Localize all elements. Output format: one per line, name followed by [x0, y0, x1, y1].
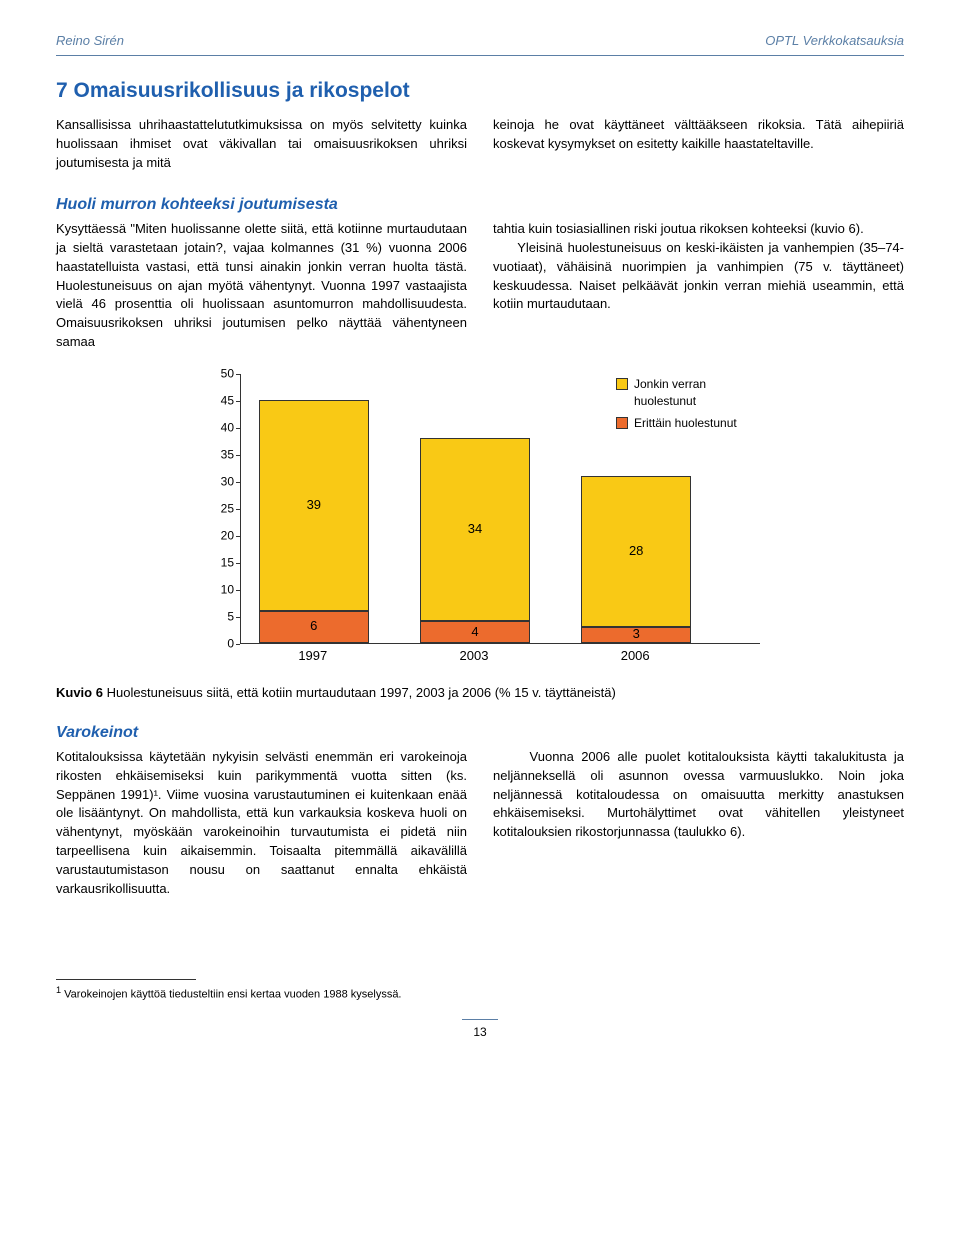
- chart-ytick-label: 30: [200, 473, 234, 490]
- chart-xlabel: 1997: [258, 647, 368, 666]
- footnote-rule: [56, 979, 196, 980]
- chart-ytick-mark: [236, 563, 240, 564]
- legend-label: Jonkin verran huolestunut: [634, 376, 754, 411]
- legend-label: Erittäin huolestunut: [634, 415, 737, 432]
- footnote-text: Varokeinojen käyttöä tiedusteltiin ensi …: [64, 988, 401, 1000]
- chart-xlabel: 2006: [580, 647, 690, 666]
- intro-columns: Kansallisissa uhrihaastattelututkimuksis…: [56, 116, 904, 173]
- sub2-left: Kotitalouksissa käytetään nykyisin selvä…: [56, 748, 467, 899]
- page-header: Reino Sirén OPTL Verkkokatsauksia: [56, 32, 904, 56]
- chart-ytick-label: 25: [200, 500, 234, 517]
- chart-bar-segment: 6: [259, 611, 369, 643]
- caption-label: Kuvio 6: [56, 685, 103, 700]
- chart-caption: Kuvio 6 Huolestuneisuus siitä, että koti…: [56, 684, 904, 703]
- legend-row: Jonkin verran huolestunut: [616, 376, 754, 411]
- intro-left: Kansallisissa uhrihaastattelututkimuksis…: [56, 116, 467, 173]
- subheading-varokeinot: Varokeinot: [56, 721, 904, 744]
- chart-ytick-mark: [236, 482, 240, 483]
- chart-ytick-mark: [236, 536, 240, 537]
- chart-ytick-mark: [236, 617, 240, 618]
- chart-ytick-mark: [236, 428, 240, 429]
- chart-ytick-mark: [236, 401, 240, 402]
- chart-ytick-label: 35: [200, 446, 234, 463]
- sub2-columns: Kotitalouksissa käytetään nykyisin selvä…: [56, 748, 904, 899]
- chart-ytick-label: 40: [200, 419, 234, 436]
- footnote-marker: 1: [56, 985, 61, 995]
- legend-swatch: [616, 417, 628, 429]
- chart-bar-segment: 34: [420, 438, 530, 622]
- caption-text: Huolestuneisuus siitä, että kotiin murta…: [107, 685, 616, 700]
- intro-right: keinoja he ovat käyttäneet välttääkseen …: [493, 116, 904, 154]
- chart-ytick-mark: [236, 590, 240, 591]
- chart-ytick-mark: [236, 644, 240, 645]
- chart-bar-segment: 39: [259, 400, 369, 611]
- legend-swatch: [616, 378, 628, 390]
- chart-legend: Jonkin verran huolestunut Erittäin huoles…: [616, 376, 754, 436]
- chart-ytick-mark: [236, 509, 240, 510]
- header-author: Reino Sirén: [56, 32, 124, 51]
- chart-ytick-label: 20: [200, 527, 234, 544]
- chart-ytick-mark: [236, 455, 240, 456]
- chart-ytick-label: 50: [200, 365, 234, 382]
- chart-bar-segment: 28: [581, 476, 691, 627]
- chart-xlabel: 2003: [419, 647, 529, 666]
- chart-ytick-label: 10: [200, 581, 234, 598]
- chart-ytick-mark: [236, 374, 240, 375]
- footnote: 1 Varokeinojen käyttöä tiedusteltiin ens…: [56, 984, 904, 1004]
- chart-ytick-label: 45: [200, 392, 234, 409]
- sub1-columns: Kysyttäessä "Miten huolissanne olette si…: [56, 220, 904, 352]
- subheading-huoli: Huoli murron kohteeksi joutumisesta: [56, 193, 904, 216]
- header-publication: OPTL Verkkokatsauksia: [765, 32, 904, 51]
- sub1-left: Kysyttäessä "Miten huolissanne olette si…: [56, 220, 467, 352]
- chart-ytick-label: 15: [200, 554, 234, 571]
- legend-row: Erittäin huolestunut: [616, 415, 754, 432]
- chart-bar-segment: 3: [581, 627, 691, 643]
- chart-kuvio-6: 639 434 328 Jonkin verran huolestunut Eritt…: [200, 374, 760, 674]
- chart-ytick-label: 5: [200, 608, 234, 625]
- sub1-right: tahtia kuin tosiasiallinen riski joutua …: [493, 220, 904, 314]
- chart-ytick-label: 0: [200, 635, 234, 652]
- section-title: 7 Omaisuusrikollisuus ja rikospelot: [56, 76, 904, 106]
- chart-bar-segment: 4: [420, 621, 530, 643]
- sub2-right: Vuonna 2006 alle puolet kotitalouksista …: [493, 748, 904, 842]
- page-number: 13: [462, 1019, 498, 1041]
